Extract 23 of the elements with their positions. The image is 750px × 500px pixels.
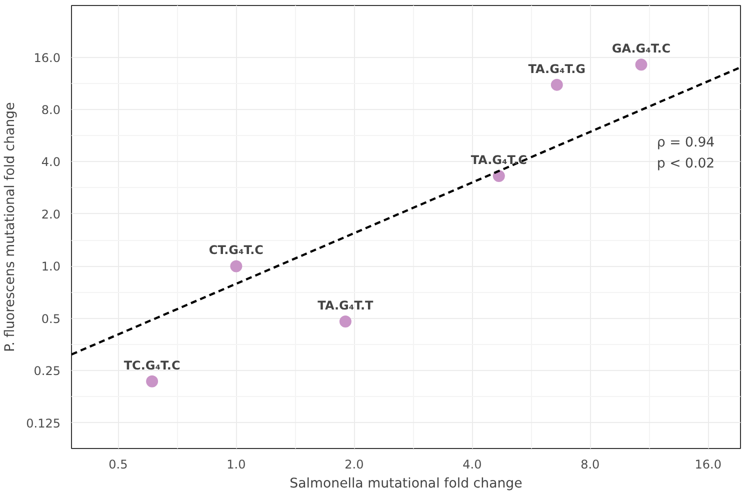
annotation: TC.G₄T.C [124,358,180,372]
annotation: CT.G₄T.C [208,243,264,258]
annotation: ρ = 0.94 [656,135,715,150]
y-tick-label: 0.5 [41,312,61,326]
annotation: p < 0.02 [656,156,715,172]
y-axis-title: P. fluorescens mutational fold change [3,102,18,352]
x-axis-title: Salmonella mutational fold change [290,476,522,492]
y-tick-label: 2.0 [41,207,61,222]
x-tick-label: 4.0 [462,458,482,472]
y-tick-label: 1.0 [41,260,61,274]
x-tick-label: 1.0 [226,458,246,472]
y-tick-label: 0.125 [26,416,61,430]
y-tick-label: 4.0 [41,155,61,170]
y-tick-label: 16.0 [34,50,60,65]
y-tick-label: 8.0 [41,102,61,117]
annotation: GA.G₄T.C [612,42,671,56]
annotation: TA.G₄T.T [318,298,374,313]
annotation: TA.G₄T.G [528,62,586,76]
x-tick-label: 8.0 [580,458,600,472]
x-tick-label: 16.0 [694,458,722,472]
x-tick-label: 2.0 [344,458,364,472]
y-tick-label: 0.25 [34,364,60,378]
x-tick-label: 0.5 [108,458,128,472]
